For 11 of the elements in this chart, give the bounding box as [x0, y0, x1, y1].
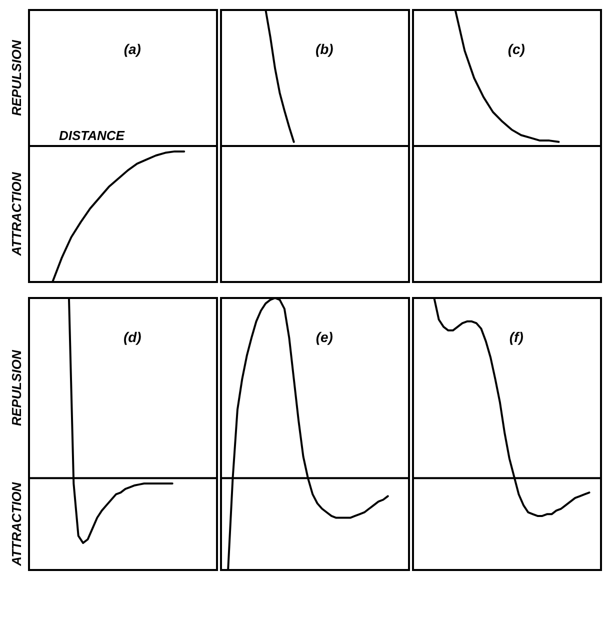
text: (b): [315, 41, 334, 57]
text: ATTRACTION: [9, 482, 24, 567]
text: (f): [509, 329, 524, 345]
text: ATTRACTION: [9, 172, 24, 257]
y-axis-title: REPULSION: [9, 39, 24, 116]
text: (e): [316, 329, 334, 345]
chart-title: (a): [124, 41, 142, 57]
text: (d): [123, 329, 142, 345]
text: (c): [508, 41, 526, 57]
y-axis-title: REPULSION: [9, 350, 24, 426]
x-axis-title: DISTANCE: [59, 128, 125, 143]
